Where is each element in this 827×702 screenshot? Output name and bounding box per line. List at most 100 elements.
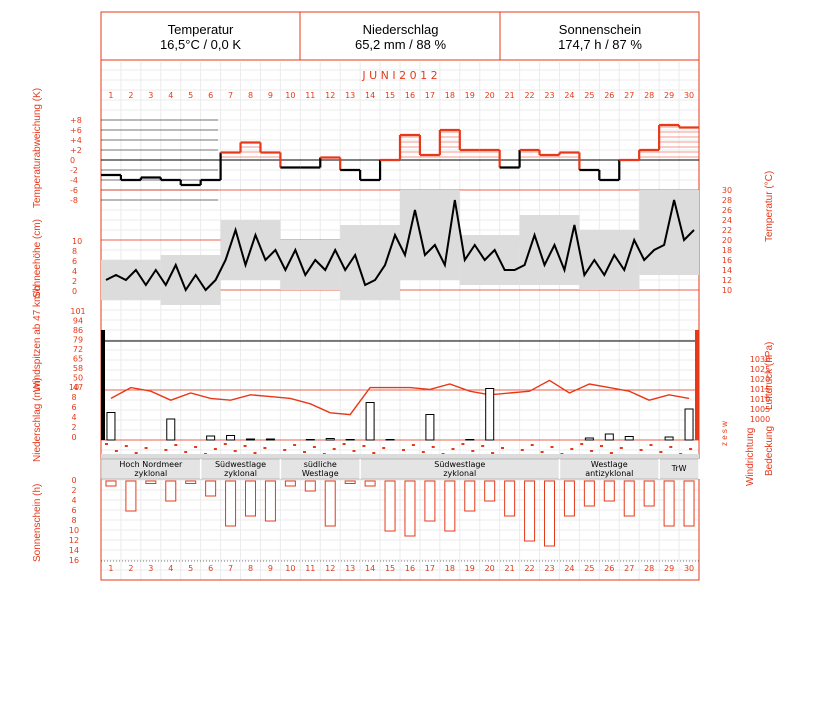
month-title: J U N I 2 0 1 2: [361, 69, 437, 82]
wind-dir-dot: [124, 445, 128, 447]
precip-bar: [345, 439, 355, 441]
header-sunshine: Sonnenschein 174,7 h / 87 %: [501, 12, 699, 60]
weather-type-label: TrW: [671, 464, 687, 473]
day-label-top: 12: [325, 91, 335, 100]
pressure-tick: 1015: [750, 385, 770, 394]
sun-axis-label: Sonnenschein (h): [32, 483, 43, 562]
weather-type-label: Hoch Nordmeer: [119, 460, 183, 469]
wind-dir-dot: [223, 443, 227, 445]
temperature-tick: 20: [722, 236, 732, 245]
day-label-bottom: 18: [445, 564, 455, 573]
day-label-bottom: 6: [208, 564, 213, 573]
sunshine-bar: [304, 480, 316, 492]
temperature-tick: 26: [722, 206, 732, 215]
wind-gust-tick: 101: [70, 307, 85, 316]
day-label-bottom: 30: [684, 564, 694, 573]
wind-dir-dot: [164, 449, 168, 451]
sunshine-bar: [165, 480, 177, 502]
wind-dir-dot: [520, 449, 524, 451]
day-label-top: 14: [365, 91, 375, 100]
sunshine-bar: [245, 480, 256, 517]
sunshine-bar: [663, 480, 675, 527]
day-label-top: 3: [148, 91, 153, 100]
wind-dir-dot: [233, 450, 237, 452]
day-label-top: 20: [485, 91, 495, 100]
day-label-bottom: 12: [325, 564, 335, 573]
day-label-bottom: 27: [624, 564, 634, 573]
day-label-bottom: 10: [285, 564, 295, 573]
wind-dir-dot: [253, 452, 257, 454]
precip-bar: [385, 439, 395, 441]
wind-gust-axis-label: Windspitzen ab 47 km/h: [32, 285, 43, 392]
wind-dir-dot: [590, 450, 594, 452]
temp-deviation-tick: -6: [70, 186, 78, 195]
day-label-bottom: 4: [168, 564, 173, 573]
wind-dir-dot: [421, 451, 425, 453]
precip-bar: [684, 408, 694, 441]
wind-gust-tick: 58: [73, 364, 83, 373]
wind-dir-dot: [600, 445, 603, 447]
weather-type-label: Südwestlage: [215, 460, 266, 469]
sunshine-tick: 2: [71, 486, 76, 495]
day-label-bottom: 17: [425, 564, 435, 573]
day-label-top: 24: [564, 91, 574, 100]
precip-tick: 8: [71, 393, 76, 402]
snow-tick: 4: [72, 267, 77, 276]
wind-gust-bar: [101, 330, 105, 440]
wind-dir-dot: [283, 449, 287, 451]
wind-dir-dot: [174, 444, 178, 446]
precip-bar: [106, 412, 116, 441]
day-label-bottom: 13: [345, 564, 355, 573]
wind-dir-dot: [471, 450, 475, 452]
temperature-normal-band: [280, 240, 341, 290]
wind-gust-tick: 47: [73, 383, 83, 392]
wind-dir-dot: [372, 452, 376, 454]
day-label-bottom: 20: [485, 564, 495, 573]
day-label-top: 9: [268, 91, 273, 100]
temperature-tick: 10: [722, 286, 732, 295]
temp-deviation-tick: 0: [70, 156, 75, 165]
sunshine-bar: [105, 480, 117, 487]
temperature-tick: 16: [722, 256, 732, 265]
precip-bar: [425, 414, 435, 441]
wind-dir-dot: [431, 446, 435, 448]
pressure-tick: 1010: [750, 395, 770, 404]
precip-bar: [325, 438, 335, 441]
pressure-tick: 1000: [750, 415, 770, 424]
temperature-normal-band: [160, 255, 221, 305]
sunshine-bar: [264, 480, 276, 522]
day-label-top: 28: [644, 91, 654, 100]
snow-tick: 8: [72, 247, 77, 256]
wind-dir-dot: [411, 444, 415, 446]
sunshine-bar: [125, 480, 137, 512]
day-label-bottom: 1: [108, 564, 113, 573]
sunshine-bar: [623, 480, 635, 517]
wind-gust-tick: 65: [73, 355, 83, 364]
sunshine-tick: 12: [69, 536, 79, 545]
header-temperature: Temperatur 16,5°C / 0,0 K: [101, 12, 300, 60]
sunshine-tick: 10: [69, 526, 79, 535]
sunshine-bar: [603, 480, 615, 502]
wind-dir-dot: [303, 451, 306, 453]
day-label-top: 7: [228, 91, 233, 100]
weather-type-label: Westlage: [591, 460, 628, 469]
wind-gust-bar: [695, 330, 699, 440]
cloud-axis-label: Bedeckung: [764, 425, 775, 476]
temperature-tick: 22: [722, 226, 732, 235]
day-label-bottom: 7: [228, 564, 233, 573]
day-label-bottom: 16: [405, 564, 415, 573]
day-label-bottom: 29: [664, 564, 674, 573]
sunshine-bar: [464, 480, 476, 512]
temperature-line: [105, 199, 695, 293]
wind-dir-dot: [481, 445, 485, 447]
precip-bar: [206, 435, 216, 441]
day-label-bottom: 25: [584, 564, 594, 573]
wind-dir-dot: [312, 446, 316, 448]
sunshine-tick: 4: [71, 496, 76, 505]
day-label-top: 29: [664, 91, 674, 100]
day-label-top: 26: [604, 91, 614, 100]
sunshine-bar: [225, 480, 237, 527]
wind-gust-tick: 50: [73, 374, 83, 383]
wind-dir-dot: [540, 451, 544, 453]
